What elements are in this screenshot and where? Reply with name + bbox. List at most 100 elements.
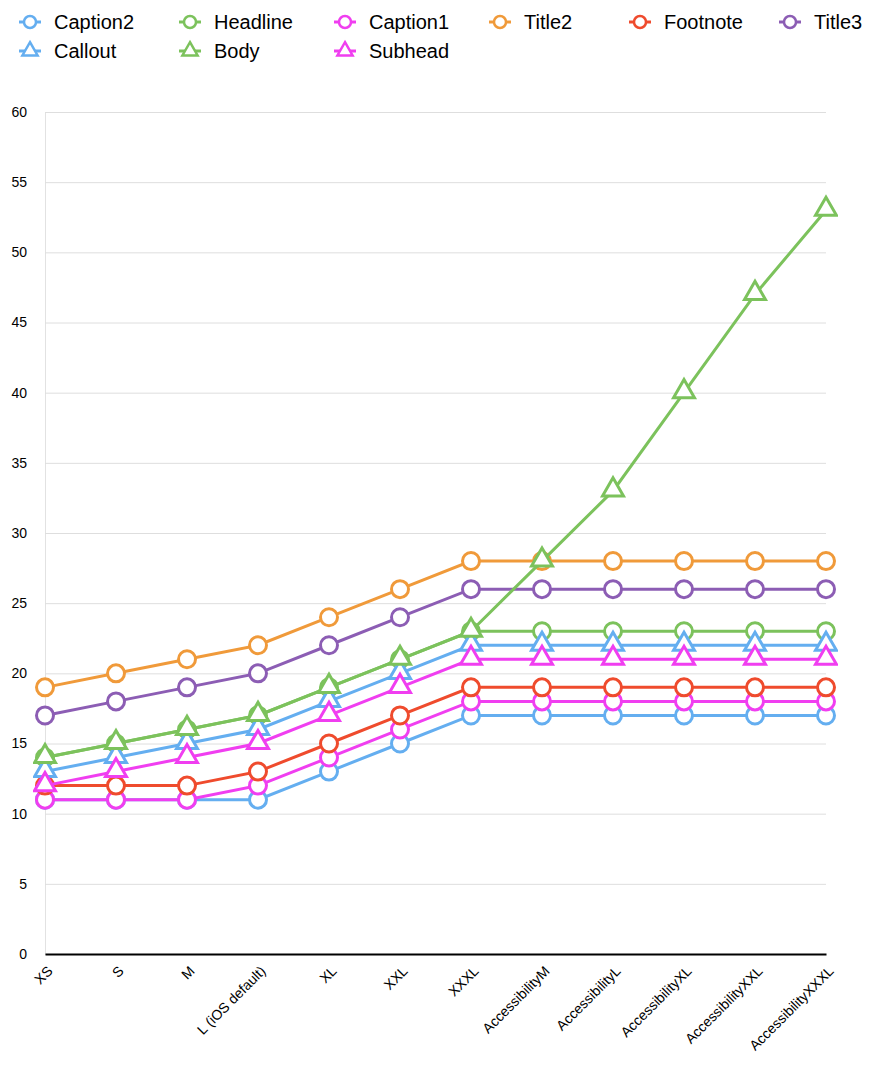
series-line	[45, 210, 826, 757]
marker	[179, 651, 196, 668]
y-tick-label: 45	[11, 314, 27, 330]
grid-line	[45, 814, 826, 815]
y-tick-label: 30	[11, 525, 27, 541]
marker	[250, 637, 267, 654]
marker	[390, 646, 411, 664]
x-tick: XXXL	[445, 954, 482, 999]
y-tick-label: 35	[11, 455, 27, 471]
x-tick-label: AccessibilityXL	[617, 963, 694, 1040]
series-line	[45, 589, 826, 715]
x-tick-label: S	[109, 963, 127, 981]
marker	[534, 581, 551, 598]
marker	[463, 553, 480, 570]
marker	[461, 646, 482, 664]
y-tick-label: 5	[19, 876, 27, 892]
marker	[179, 777, 196, 794]
marker	[392, 707, 409, 724]
series	[37, 581, 835, 724]
marker	[605, 679, 622, 696]
legend-marker	[337, 42, 352, 55]
x-tick-label: XXL	[381, 963, 411, 993]
y-tick-label: 40	[11, 385, 27, 401]
legend-item: Headline	[179, 11, 293, 33]
marker	[463, 679, 480, 696]
y-tick: 40	[11, 385, 826, 401]
x-tick-label: XS	[31, 963, 56, 988]
marker	[747, 553, 764, 570]
y-tick-label: 15	[11, 735, 27, 751]
marker	[674, 646, 695, 664]
legend-item: Title2	[489, 11, 572, 33]
marker	[108, 777, 125, 794]
marker	[37, 679, 54, 696]
x-tick: L (iOS default)	[194, 954, 269, 1038]
legend-item: Subhead	[334, 40, 449, 62]
x-axis-line	[46, 954, 827, 956]
grid-line	[45, 323, 826, 324]
legend-label: Callout	[54, 40, 117, 62]
x-tick: AccessibilityXXL	[682, 954, 766, 1047]
marker	[532, 646, 553, 664]
marker	[37, 707, 54, 724]
marker	[35, 773, 56, 791]
x-tick-label: L (iOS default)	[194, 963, 269, 1038]
y-tick-label: 25	[11, 595, 27, 611]
x-tick: XL	[316, 954, 340, 986]
marker	[605, 553, 622, 570]
y-tick: 45	[11, 314, 826, 330]
y-tick: 10	[11, 806, 826, 822]
series-line	[45, 659, 826, 785]
x-tick: AccessibilityL	[553, 954, 624, 1034]
x-tick-label: XXXL	[445, 963, 482, 1000]
marker	[745, 281, 766, 299]
x-axis: XSSML (iOS default)XLXXLXXXLAccessibilit…	[31, 954, 837, 1053]
grid-line	[45, 954, 826, 955]
marker	[747, 679, 764, 696]
y-axis-line	[46, 113, 827, 955]
legend-label: Subhead	[369, 40, 449, 62]
grid-line	[45, 884, 826, 885]
marker	[745, 646, 766, 664]
x-tick: AccessibilityM	[479, 954, 552, 1036]
y-tick-label: 55	[11, 174, 27, 190]
legend-marker	[494, 16, 506, 28]
series-line	[45, 631, 826, 757]
marker	[603, 646, 624, 664]
legend-item: Caption1	[334, 11, 449, 33]
x-tick: XS	[31, 954, 56, 987]
legend-marker	[184, 16, 196, 28]
y-tick-label: 0	[19, 946, 27, 962]
plot-area	[35, 197, 837, 808]
marker	[248, 730, 269, 748]
series	[35, 646, 837, 790]
y-tick: 50	[11, 244, 826, 260]
marker	[177, 716, 198, 734]
x-tick-label: M	[178, 963, 198, 983]
series	[35, 632, 837, 776]
legend-marker	[22, 42, 37, 55]
marker	[818, 679, 835, 696]
legend-label: Footnote	[664, 11, 743, 33]
marker	[106, 730, 127, 748]
marker	[816, 197, 837, 215]
marker	[605, 581, 622, 598]
marker	[248, 702, 269, 720]
y-tick: 60	[11, 104, 826, 120]
grid-line	[45, 182, 826, 183]
marker	[676, 581, 693, 598]
marker	[35, 744, 56, 762]
y-tick: 15	[11, 735, 826, 751]
legend-item: Footnote	[629, 11, 743, 33]
legend-label: Caption1	[369, 11, 449, 33]
y-axis: 051015202530354045505560	[11, 104, 826, 962]
legend-item: Caption2	[19, 11, 134, 33]
marker	[676, 553, 693, 570]
marker	[461, 618, 482, 636]
grid-line	[45, 393, 826, 394]
y-tick-label: 60	[11, 104, 27, 120]
legend: Caption2HeadlineCaption1Title2FootnoteTi…	[19, 11, 862, 62]
grid-line	[45, 744, 826, 745]
legend-marker	[634, 16, 646, 28]
legend-item: Body	[179, 40, 260, 62]
x-tick-label: AccessibilityL	[553, 963, 624, 1034]
